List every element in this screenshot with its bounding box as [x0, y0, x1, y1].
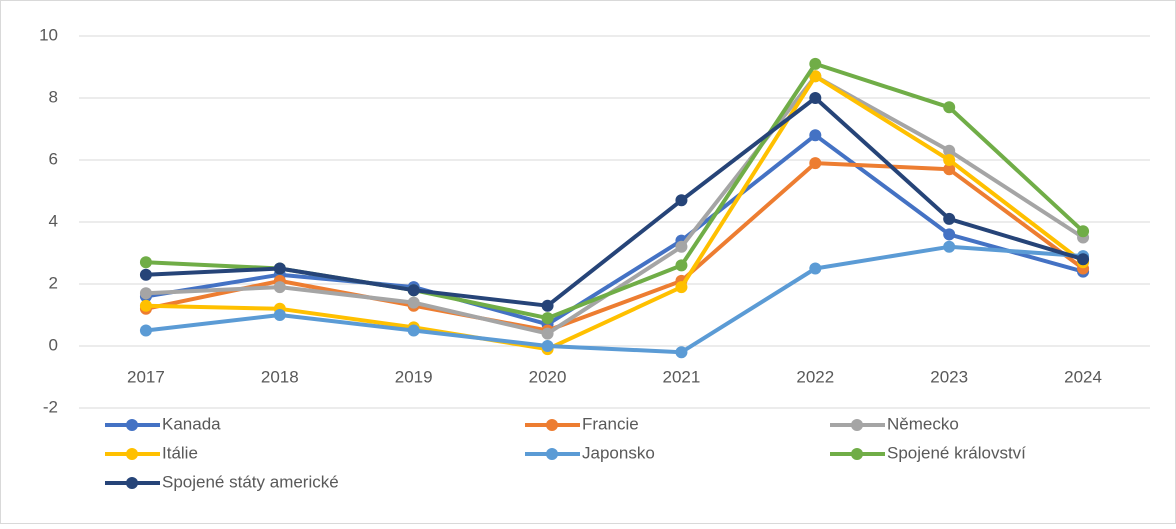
data-point	[139, 324, 152, 337]
data-point	[139, 287, 152, 300]
y-tick-label: 4	[49, 211, 58, 230]
legend-marker	[126, 477, 138, 489]
data-point	[943, 163, 956, 176]
data-point	[541, 340, 554, 352]
data-point	[273, 309, 286, 321]
legend-label: Francie	[582, 414, 639, 433]
data-point	[943, 212, 956, 225]
y-tick-label: 0	[49, 335, 58, 354]
data-point	[943, 101, 956, 114]
legend-label: Japonsko	[582, 443, 655, 462]
y-tick-label: 6	[49, 149, 58, 168]
legend-marker	[851, 448, 863, 460]
legend-label: Itálie	[162, 443, 198, 462]
data-point	[809, 57, 822, 70]
data-point	[541, 299, 554, 312]
x-tick-label: 2021	[663, 367, 701, 386]
y-tick-label: 8	[49, 87, 58, 106]
y-tick-label: 2	[49, 273, 58, 292]
data-point	[809, 92, 822, 104]
legend-label: Kanada	[162, 414, 221, 433]
data-point	[943, 240, 956, 253]
legend-label: Spojené království	[887, 443, 1026, 462]
x-tick-label: 2018	[261, 367, 299, 386]
data-point	[541, 327, 554, 340]
data-point	[943, 228, 956, 241]
data-point	[943, 154, 956, 166]
legend-label: Spojené státy americké	[162, 472, 339, 491]
data-point	[139, 256, 152, 269]
data-point	[407, 296, 420, 309]
legend-marker	[546, 448, 558, 460]
legend-marker	[126, 448, 138, 460]
series-line	[145, 244, 1084, 355]
x-tick-label: 2024	[1064, 367, 1102, 386]
y-tick-label: 10	[39, 25, 58, 44]
legend-marker	[126, 419, 138, 431]
data-point	[407, 324, 420, 337]
y-tick-label: -2	[43, 397, 58, 416]
data-point	[139, 268, 152, 281]
data-point	[273, 281, 286, 294]
legend-marker	[546, 419, 558, 431]
data-point	[407, 284, 420, 297]
data-point	[809, 129, 822, 142]
x-tick-label: 2020	[529, 367, 567, 386]
legend-marker	[851, 419, 863, 431]
data-point	[675, 281, 688, 294]
data-point	[675, 259, 688, 272]
series-line	[145, 133, 1084, 327]
x-tick-label: 2019	[395, 367, 433, 386]
series-line	[145, 161, 1085, 333]
x-tick-label: 2017	[127, 367, 165, 386]
data-point	[675, 194, 688, 207]
data-point	[675, 240, 688, 253]
data-point	[1077, 253, 1090, 266]
data-point	[809, 262, 822, 275]
data-point	[273, 262, 286, 275]
data-point	[943, 144, 956, 157]
x-tick-label: 2023	[930, 367, 968, 386]
series-line	[145, 74, 1085, 352]
data-point	[809, 157, 822, 170]
data-point	[675, 346, 688, 359]
data-point	[541, 312, 554, 325]
data-point	[1077, 225, 1090, 238]
x-tick-label: 2022	[796, 367, 834, 386]
series-line	[145, 96, 1084, 308]
data-point	[139, 299, 152, 312]
legend-label: Německo	[887, 414, 959, 433]
data-point	[809, 70, 822, 83]
